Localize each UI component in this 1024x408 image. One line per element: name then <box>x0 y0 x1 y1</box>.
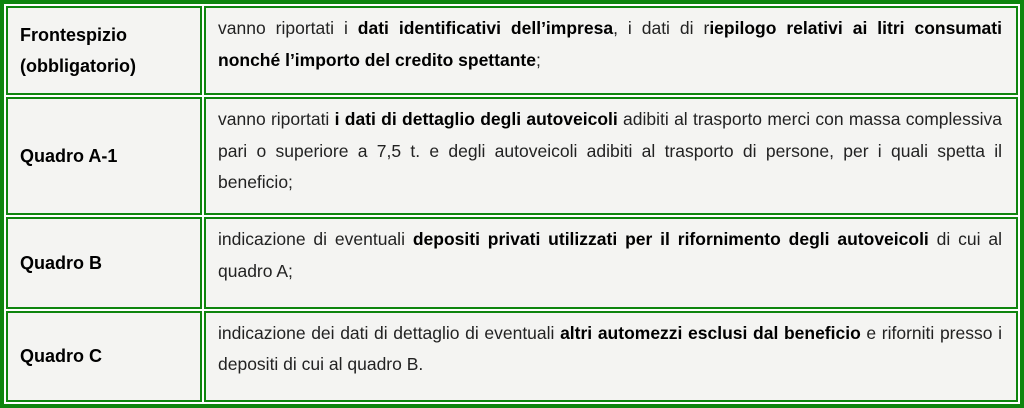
row-label-cell: Frontespizio (obbligatorio) <box>6 6 202 96</box>
table-row: Quadro C indicazione dei dati di dettagli… <box>6 310 1018 402</box>
row-label-cell: Quadro A-1 <box>6 97 202 216</box>
row-label-cell: Quadro B <box>6 217 202 309</box>
description-bold-run: i dati di dettaglio degli autoveicoli <box>334 109 618 130</box>
description-bold-run: altri automezzi esclusi dal beneficio <box>560 322 861 343</box>
description-bold-run: iepilogo relativi ai litri consumati non… <box>218 18 1002 70</box>
description-text-run: , i dati di r <box>613 18 710 38</box>
description-text-run: di cui al quadro A; <box>218 229 1003 281</box>
row-label: Frontespizio (obbligatorio) <box>20 24 136 76</box>
row-description-cell: indicazione dei dati di dettaglio di eve… <box>204 310 1018 402</box>
description-text-run: adibiti al trasporto merci con massa com… <box>218 109 1003 193</box>
table-row: Quadro A-1 vanno riportati i dati di dett… <box>6 97 1018 216</box>
row-description-cell: vanno riportati i dati di dettaglio degl… <box>204 97 1018 216</box>
description-text-run: vanno riportati i <box>218 18 358 38</box>
description-text-run: e riforniti presso i depositi di cui al … <box>218 322 1002 375</box>
row-label: Quadro A-1 <box>20 145 118 166</box>
row-label: Quadro C <box>20 345 103 366</box>
table-body: Frontespizio (obbligatorio) vanno riporta… <box>6 6 1018 402</box>
description-text-run: vanno riportati <box>218 109 335 130</box>
table-row: Frontespizio (obbligatorio) vanno riporta… <box>6 6 1018 96</box>
description-bold-run: depositi privati utilizzati per il rifor… <box>412 229 929 250</box>
description-bold-run: dati identificativi dell’impresa <box>357 18 614 38</box>
description-text-run: indicazione dei dati di dettaglio di eve… <box>218 322 561 343</box>
row-label: Quadro B <box>20 252 103 273</box>
description-text-run: ; <box>535 49 541 70</box>
row-description-cell: indicazione di eventuali depositi privat… <box>204 217 1018 309</box>
row-description-cell: vanno riportati i dati identificativi de… <box>204 6 1018 96</box>
table-row: Quadro B indicazione di eventuali deposit… <box>6 217 1018 309</box>
description-text-run: indicazione di eventuali <box>218 229 413 250</box>
row-label-cell: Quadro C <box>6 310 202 402</box>
